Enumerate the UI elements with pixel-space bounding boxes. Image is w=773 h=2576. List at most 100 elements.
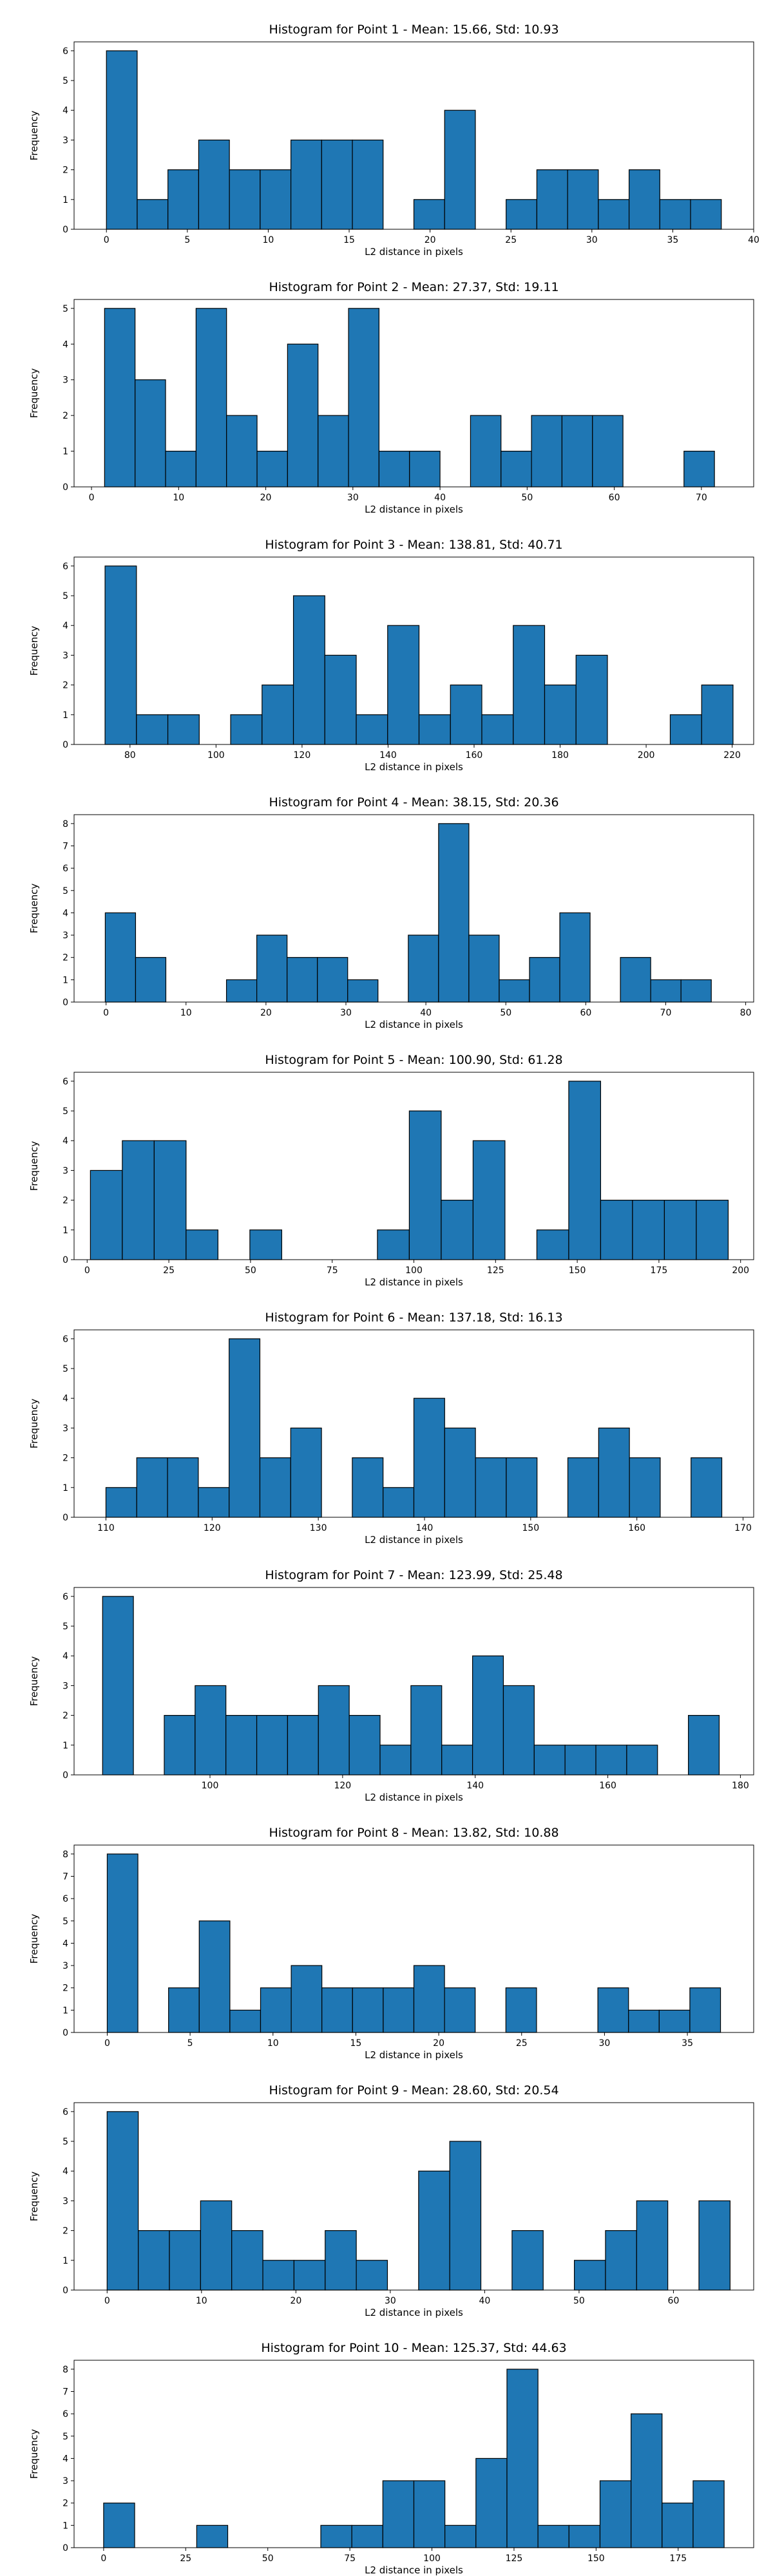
plot-frame bbox=[73, 814, 754, 1003]
bars bbox=[104, 565, 734, 745]
y-tick-label: 6 bbox=[62, 864, 68, 874]
x-tick-label: 20 bbox=[260, 1008, 272, 1018]
histogram-bar bbox=[259, 1457, 291, 1518]
x-axis-label: L2 distance in pixels bbox=[365, 761, 463, 773]
x-tick-label: 100 bbox=[405, 1265, 423, 1276]
plot-frame bbox=[73, 556, 754, 745]
y-tick-label: 0 bbox=[62, 1255, 68, 1265]
histogram-bar bbox=[692, 2480, 725, 2548]
histogram-bar bbox=[290, 139, 322, 230]
histogram-bar bbox=[352, 1457, 384, 1518]
histogram-bar bbox=[106, 2111, 139, 2291]
y-tick-label: 7 bbox=[62, 1872, 68, 1882]
y-tick-label: 2 bbox=[62, 1984, 68, 1994]
histogram-bar bbox=[501, 450, 532, 488]
plot-frame bbox=[73, 1587, 754, 1776]
x-tick-label: 160 bbox=[628, 1523, 645, 1533]
histogram-bar bbox=[592, 415, 624, 488]
histogram-bar bbox=[413, 2480, 446, 2548]
x-axis-label: L2 distance in pixels bbox=[365, 1792, 463, 1803]
histogram-bar bbox=[287, 343, 319, 488]
histogram-bar bbox=[564, 1745, 596, 1776]
histogram-bar bbox=[90, 1170, 123, 1260]
histogram-bar bbox=[287, 957, 318, 1003]
x-tick-label: 10 bbox=[263, 235, 274, 245]
y-tick-label: 5 bbox=[62, 2432, 68, 2442]
histogram-bar bbox=[320, 2524, 352, 2548]
histogram-bar bbox=[105, 1487, 137, 1518]
histogram-bar bbox=[226, 415, 258, 488]
histogram-bar bbox=[691, 1457, 723, 1518]
histogram-bar bbox=[292, 595, 325, 745]
x-tick-label: 35 bbox=[667, 235, 678, 245]
histogram-bar bbox=[287, 1715, 319, 1776]
y-tick-label: 1 bbox=[62, 2256, 68, 2266]
histogram-chart-4: Histogram for Point 4 - Mean: 38.15, Std… bbox=[28, 795, 754, 1030]
x-tick-label: 80 bbox=[124, 750, 136, 761]
x-tick-label: 50 bbox=[521, 493, 533, 503]
x-tick-label: 15 bbox=[350, 2038, 362, 2049]
histogram-bar bbox=[410, 1685, 443, 1776]
x-tick-label: 160 bbox=[599, 1781, 616, 1791]
y-tick-label: 4 bbox=[62, 2454, 68, 2464]
x-tick-label: 50 bbox=[245, 1265, 256, 1276]
x-tick-label: 40 bbox=[479, 2296, 490, 2306]
histogram-bar bbox=[293, 2260, 326, 2291]
histogram-bar bbox=[325, 2230, 357, 2291]
histogram-bar bbox=[198, 1487, 230, 1518]
histogram-bar bbox=[533, 1745, 566, 1776]
histogram-bar bbox=[291, 1965, 323, 2033]
histogram-bar bbox=[444, 2524, 477, 2548]
histogram-bar bbox=[231, 2230, 263, 2291]
histogram-bar bbox=[377, 1229, 410, 1260]
x-tick-label: 160 bbox=[466, 750, 483, 761]
x-tick-label: 40 bbox=[434, 493, 446, 503]
x-tick-label: 25 bbox=[505, 235, 517, 245]
y-tick-label: 5 bbox=[62, 2137, 68, 2147]
histogram-bar bbox=[225, 1715, 258, 1776]
chart-title: Histogram for Point 6 - Mean: 137.18, St… bbox=[265, 1311, 562, 1325]
y-axis-label: Frequency bbox=[28, 1914, 40, 1964]
histogram-bar bbox=[225, 979, 258, 1003]
y-tick-label: 1 bbox=[62, 1226, 68, 1236]
x-tick-label: 120 bbox=[294, 750, 311, 761]
y-tick-label: 2 bbox=[62, 681, 68, 691]
histogram-bar bbox=[383, 1487, 415, 1518]
y-tick-label: 1 bbox=[62, 2521, 68, 2531]
histogram-bar bbox=[351, 2524, 383, 2548]
chart-title: Histogram for Point 5 - Mean: 100.90, St… bbox=[265, 1053, 562, 1067]
histogram-chart-2: Histogram for Point 2 - Mean: 27.37, Std… bbox=[28, 280, 754, 515]
x-tick-label: 200 bbox=[638, 750, 655, 761]
histogram-bar bbox=[444, 1987, 476, 2033]
histogram-bar bbox=[502, 1685, 535, 1776]
histogram-bar bbox=[506, 199, 538, 230]
plot-frame bbox=[73, 2102, 754, 2291]
histogram-bar bbox=[137, 199, 169, 230]
histogram-bar bbox=[449, 2141, 482, 2291]
y-tick-label: 6 bbox=[62, 562, 68, 572]
y-tick-label: 5 bbox=[62, 1622, 68, 1632]
histogram-bar bbox=[472, 1140, 506, 1260]
x-tick-label: 50 bbox=[500, 1008, 511, 1018]
y-axis-label: Frequency bbox=[28, 626, 40, 676]
histogram-bar bbox=[186, 1229, 218, 1260]
y-tick-label: 6 bbox=[62, 1077, 68, 1087]
histogram-bar bbox=[196, 2524, 229, 2548]
histogram-bar bbox=[413, 1397, 445, 1518]
y-tick-label: 3 bbox=[62, 1961, 68, 1971]
y-tick-label: 0 bbox=[62, 225, 68, 235]
y-tick-label: 8 bbox=[62, 1850, 68, 1860]
histogram-bar bbox=[352, 1987, 384, 2033]
x-tick-label: 130 bbox=[310, 1523, 327, 1533]
histogram-bar bbox=[230, 714, 263, 745]
histogram-bar bbox=[229, 169, 261, 230]
x-tick-label: 140 bbox=[379, 750, 397, 761]
histogram-bar bbox=[256, 450, 288, 488]
y-tick-label: 4 bbox=[62, 1394, 68, 1404]
x-tick-label: 0 bbox=[100, 2553, 106, 2564]
histogram-bar bbox=[321, 1987, 353, 2033]
y-tick-label: 7 bbox=[62, 842, 68, 852]
histogram-bar bbox=[628, 169, 660, 230]
x-tick-label: 0 bbox=[104, 2296, 110, 2306]
y-tick-label: 5 bbox=[62, 76, 68, 86]
